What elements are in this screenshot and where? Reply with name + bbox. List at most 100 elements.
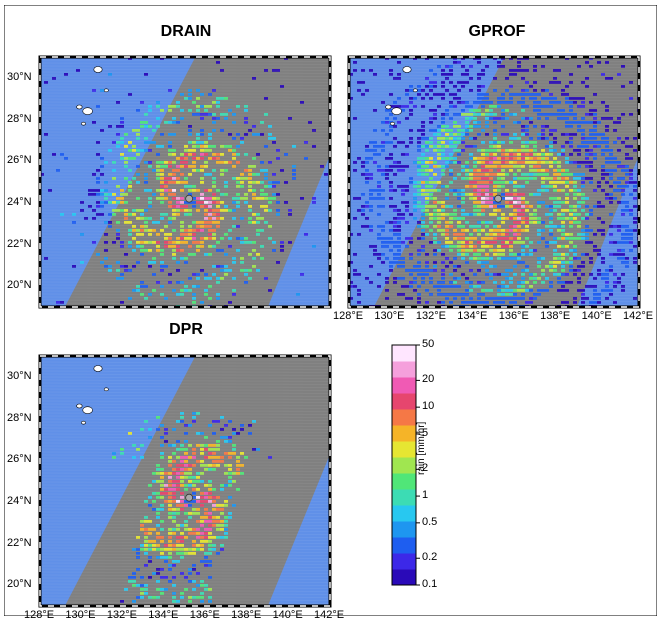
rain-cell [184, 536, 188, 539]
rain-cell [172, 516, 176, 519]
rain-cell [561, 169, 565, 172]
rain-cell [152, 480, 156, 483]
rain-cell [132, 229, 136, 232]
rain-cell [377, 225, 381, 228]
rain-cell [373, 109, 377, 112]
rain-cell [557, 173, 561, 176]
rain-cell [200, 584, 204, 587]
rain-cell [421, 205, 425, 208]
rain-cell [521, 249, 525, 252]
rain-cell [553, 81, 557, 84]
rain-cell [212, 468, 216, 471]
rain-cell [425, 197, 429, 200]
rain-cell [537, 201, 541, 204]
rain-cell [172, 532, 176, 535]
rain-cell [429, 169, 433, 172]
rain-cell [569, 109, 573, 112]
rain-cell [377, 165, 381, 168]
rain-cell [513, 193, 517, 196]
rain-cell [212, 229, 216, 232]
lon-tick-label: 138°E [540, 310, 571, 322]
rain-cell [180, 444, 184, 447]
rain-cell [505, 269, 509, 272]
rain-cell [192, 488, 196, 491]
rain-cell [184, 181, 188, 184]
rain-cell [60, 153, 64, 156]
rain-cell [549, 197, 553, 200]
rain-cell [369, 205, 373, 208]
rain-cell [144, 229, 148, 232]
rain-cell [633, 257, 637, 260]
rain-cell [120, 189, 124, 192]
rain-cell [557, 257, 561, 260]
rain-cell [104, 257, 108, 260]
rain-cell [381, 149, 385, 152]
rain-cell [393, 105, 397, 108]
rain-cell [581, 289, 585, 292]
rain-cell [589, 101, 593, 104]
rain-cell [172, 460, 176, 463]
rain-cell [513, 113, 517, 116]
rain-cell [405, 153, 409, 156]
rain-cell [208, 596, 212, 599]
rain-cell [212, 145, 216, 148]
rain-cell [248, 424, 252, 427]
rain-cell [180, 548, 184, 551]
rain-cell [629, 169, 633, 172]
rain-cell [481, 281, 485, 284]
rain-cell [196, 412, 200, 415]
rain-cell [493, 225, 497, 228]
rain-cell [485, 253, 489, 256]
rain-cell [192, 452, 196, 455]
rain-cell [593, 137, 597, 140]
rain-cell [397, 61, 401, 64]
rain-cell [204, 444, 208, 447]
rain-cell [557, 109, 561, 112]
rain-cell [413, 161, 417, 164]
rain-cell [557, 289, 561, 292]
rain-cell [477, 73, 481, 76]
rain-cell [565, 233, 569, 236]
rain-cell [585, 85, 589, 88]
rain-cell [393, 161, 397, 164]
rain-cell [549, 265, 553, 268]
rain-cell [164, 189, 168, 192]
rain-cell [493, 153, 497, 156]
rain-cell [184, 185, 188, 188]
rain-cell [409, 97, 413, 100]
rain-cell [505, 241, 509, 244]
rain-cell [429, 277, 433, 280]
rain-cell [236, 105, 240, 108]
rain-cell [525, 217, 529, 220]
rain-cell [581, 197, 585, 200]
rain-cell [541, 129, 545, 132]
rain-cell [192, 544, 196, 547]
rain-cell [172, 508, 176, 511]
rain-cell [224, 516, 228, 519]
rain-cell [621, 225, 625, 228]
rain-cell [541, 137, 545, 140]
rain-cell [200, 129, 204, 132]
rain-cell [172, 512, 176, 515]
rain-cell [561, 253, 565, 256]
rain-cell [493, 205, 497, 208]
rain-cell [513, 73, 517, 76]
rain-cell [204, 588, 208, 591]
rain-cell [485, 201, 489, 204]
rain-cell [140, 285, 144, 288]
rain-cell [585, 121, 589, 124]
rain-cell [449, 137, 453, 140]
rain-cell [473, 101, 477, 104]
rain-cell [196, 245, 200, 248]
rain-cell [196, 544, 200, 547]
rain-cell [565, 93, 569, 96]
rain-cell [549, 269, 553, 272]
rain-cell [493, 265, 497, 268]
rain-cell [573, 193, 577, 196]
rain-cell [465, 73, 469, 76]
rain-cell [525, 181, 529, 184]
rain-cell [116, 197, 120, 200]
rain-cell [216, 61, 220, 64]
rain-cell [124, 177, 128, 180]
rain-cell [469, 177, 473, 180]
